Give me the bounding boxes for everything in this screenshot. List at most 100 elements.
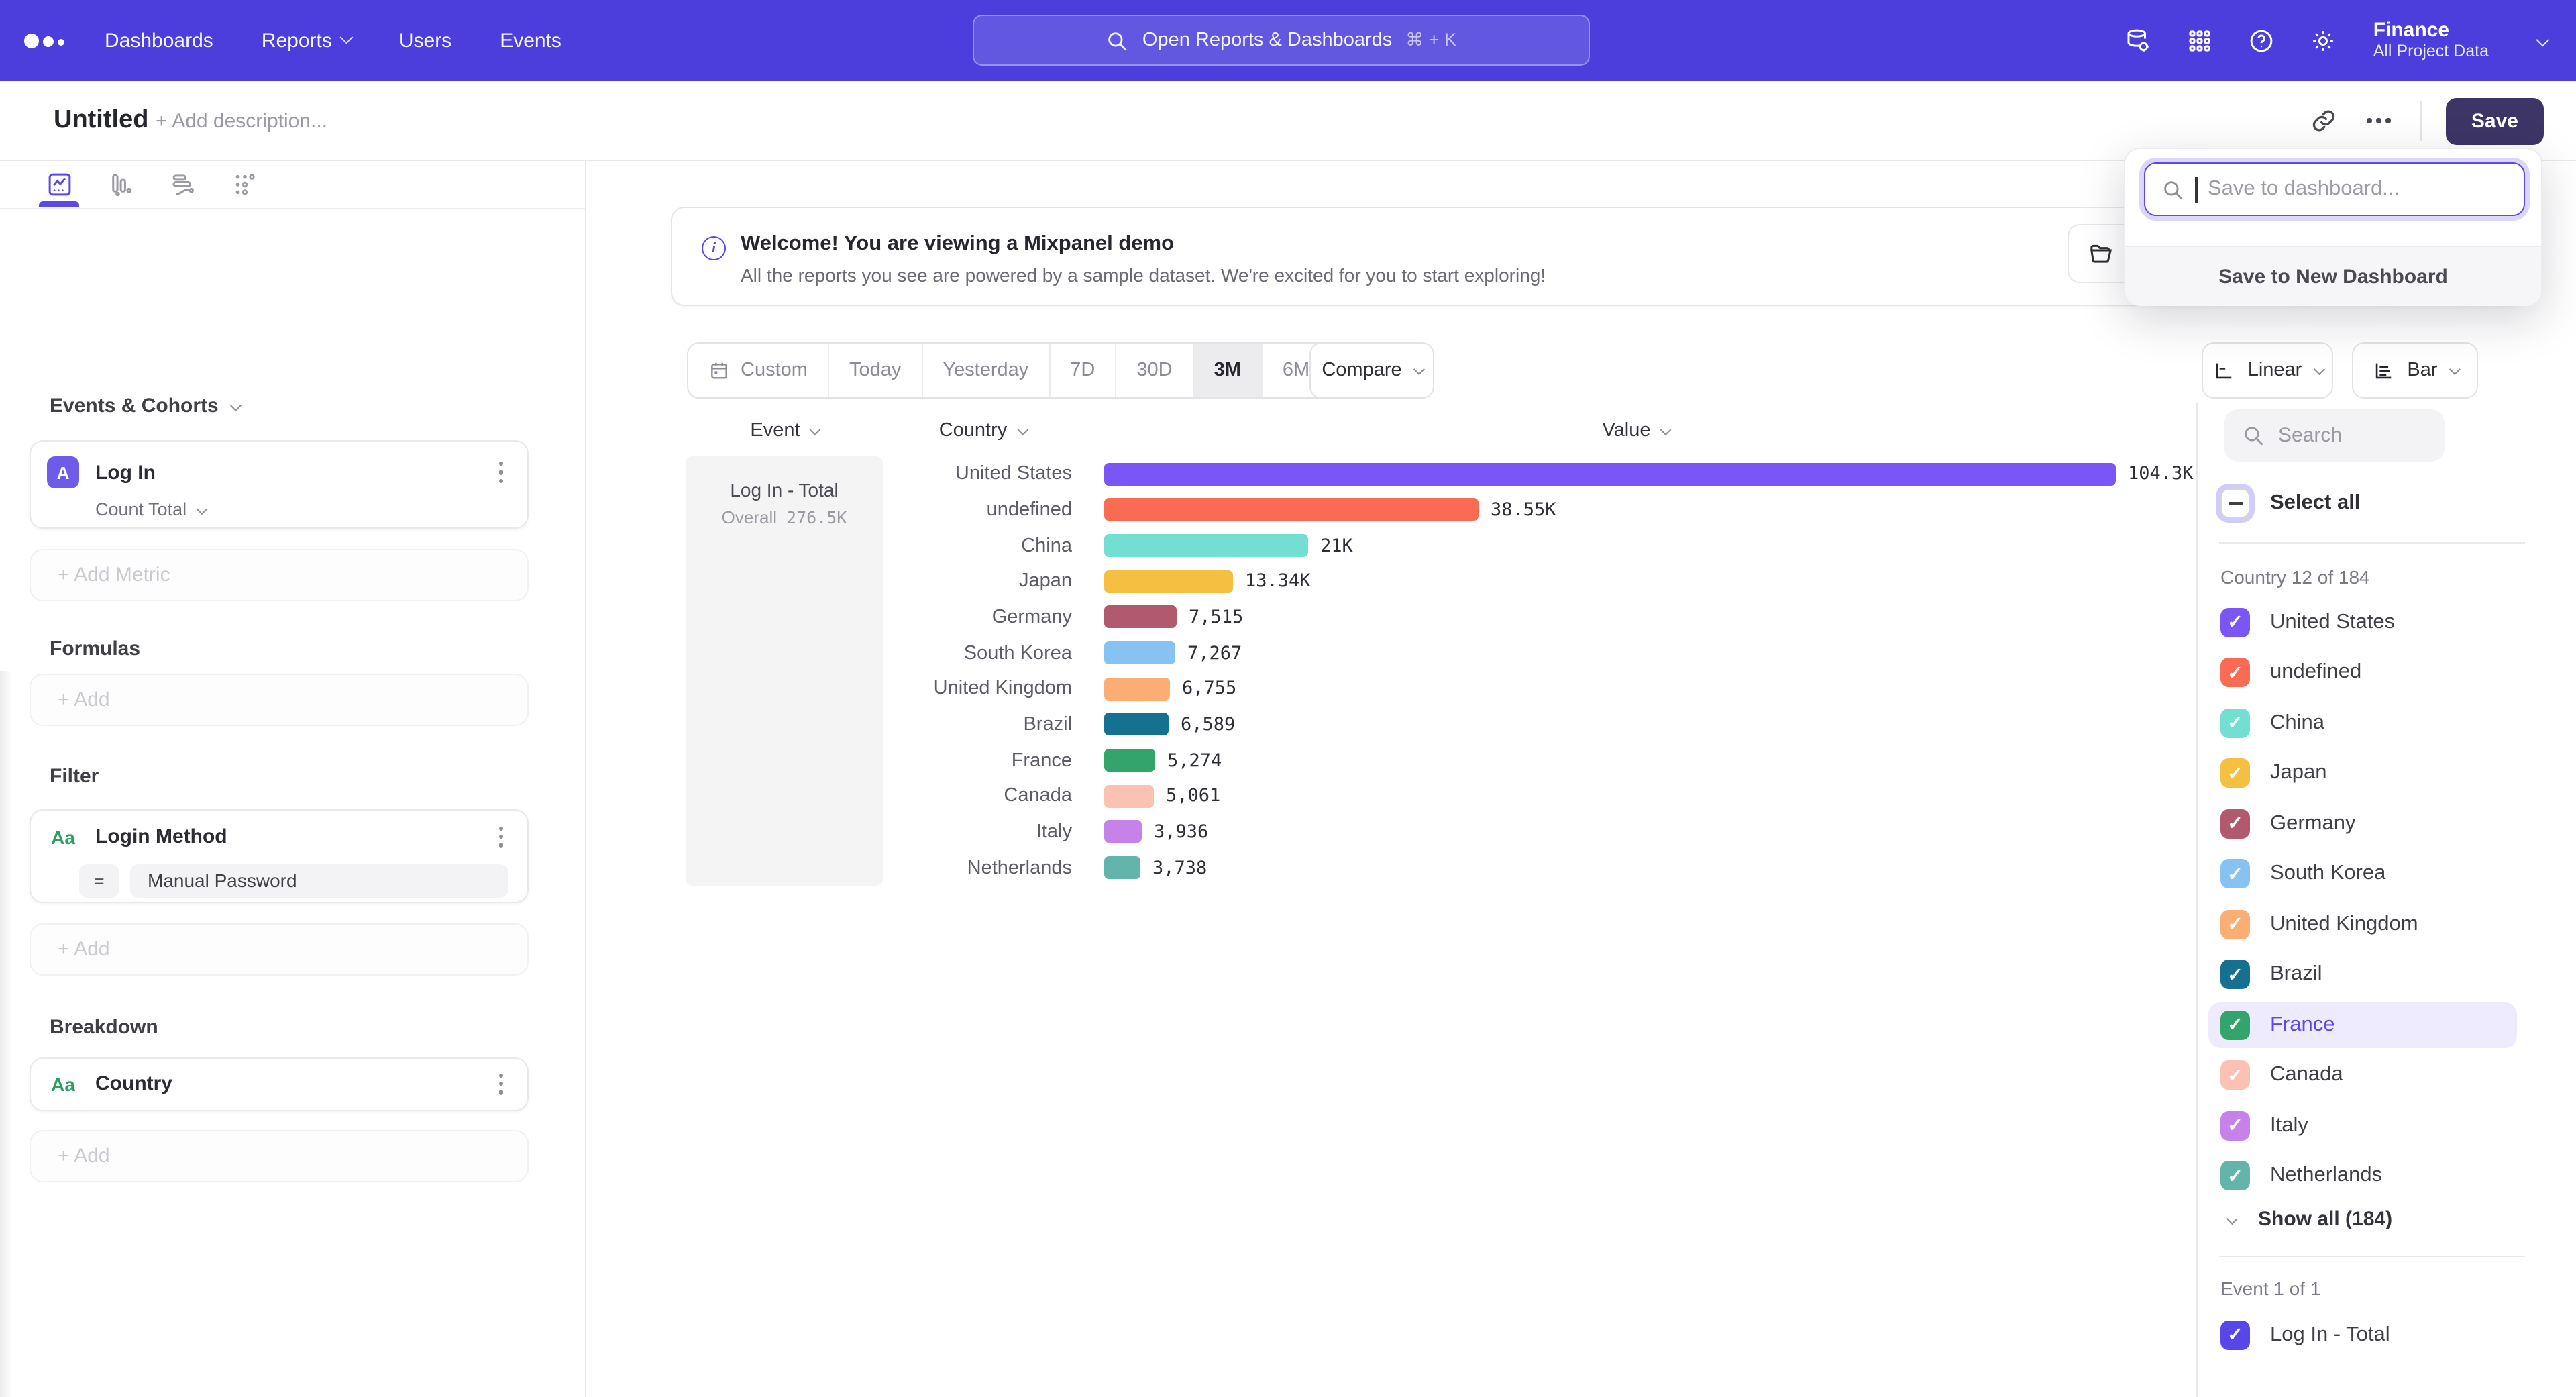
bar-netherlands[interactable] — [1104, 856, 1140, 880]
checkbox-checked[interactable]: ✓ — [2220, 1010, 2250, 1040]
tab-insights[interactable] — [39, 161, 79, 207]
add-filter-button[interactable]: + Add — [30, 923, 529, 976]
column-header-event[interactable]: Event — [686, 420, 883, 442]
tab-flows[interactable] — [166, 161, 199, 207]
breakdown-card-country[interactable]: Aa Country — [30, 1057, 529, 1111]
save-to-new-dashboard-button[interactable]: Save to New Dashboard — [2125, 246, 2541, 306]
apps-grid-icon[interactable] — [2169, 26, 2231, 54]
add-formula-button[interactable]: + Add — [30, 674, 529, 726]
project-switcher[interactable]: Finance All Project Data — [2373, 19, 2489, 62]
checkbox-checked[interactable]: ✓ — [2220, 658, 2250, 688]
date-range-3m[interactable]: 3M — [1193, 344, 1263, 397]
bar-undefined[interactable] — [1104, 498, 1479, 521]
series-search-input[interactable] — [2278, 424, 2426, 447]
add-metric-button[interactable]: + Add Metric — [30, 549, 529, 601]
date-range-30d[interactable]: 30D — [1116, 344, 1194, 397]
metric-name[interactable]: Log In — [95, 461, 156, 484]
show-all-button[interactable]: Show all (184) — [2226, 1208, 2392, 1231]
compare-button[interactable]: Compare — [1309, 342, 1434, 399]
bar-brazil[interactable] — [1104, 713, 1169, 736]
select-all-checkbox[interactable] — [2220, 488, 2250, 518]
event-row-log-in---total[interactable]: ✓ Log In - Total — [2198, 1310, 2576, 1360]
save-dashboard-search[interactable] — [2144, 162, 2525, 216]
checkbox-checked[interactable]: ✓ — [2220, 1110, 2250, 1141]
checkbox-checked[interactable]: ✓ — [2220, 859, 2250, 889]
checkbox-checked[interactable]: ✓ — [2220, 1320, 2250, 1350]
date-range-yesterday[interactable]: Yesterday — [922, 344, 1051, 397]
checkbox-checked[interactable]: ✓ — [2220, 909, 2250, 939]
checkbox-checked[interactable]: ✓ — [2220, 1161, 2250, 1191]
date-range-7d[interactable]: 7D — [1050, 344, 1117, 397]
bar-united-states[interactable] — [1104, 462, 2116, 486]
filter-value[interactable]: Manual Password — [130, 864, 508, 898]
chevron-down-icon[interactable] — [2536, 32, 2550, 46]
metric-options-icon[interactable] — [491, 458, 511, 486]
column-header-value[interactable]: Value — [1525, 420, 1746, 442]
bar-italy[interactable] — [1104, 820, 1142, 843]
bar-united-kingdom[interactable] — [1104, 677, 1170, 701]
filter-property-name[interactable]: Login Method — [95, 825, 227, 849]
country-row-canada[interactable]: ✓ Canada — [2198, 1050, 2576, 1100]
column-header-country[interactable]: Country — [883, 420, 1081, 442]
nav-reports[interactable]: Reports — [262, 29, 354, 52]
tab-retention[interactable] — [228, 161, 260, 207]
bar-japan[interactable] — [1104, 570, 1233, 593]
nav-users[interactable]: Users — [399, 29, 451, 52]
section-events-cohorts[interactable]: Events & Cohorts — [50, 395, 241, 417]
country-row-germany[interactable]: ✓ Germany — [2198, 798, 2576, 849]
country-row-undefined[interactable]: ✓ undefined — [2198, 648, 2576, 698]
search-shortcut: ⌘ + K — [1405, 30, 1457, 50]
breakdown-options-icon[interactable] — [491, 1070, 511, 1098]
date-range-custom[interactable]: Custom — [688, 344, 829, 397]
bar-canada[interactable] — [1104, 784, 1154, 808]
country-row-china[interactable]: ✓ China — [2198, 698, 2576, 748]
add-description-field[interactable]: + Add description... — [156, 110, 327, 133]
event-group-cell[interactable]: Log In - Total Overall 276.5K — [686, 456, 883, 886]
checkbox-checked[interactable]: ✓ — [2220, 758, 2250, 788]
data-management-icon[interactable] — [2108, 26, 2169, 54]
tab-funnels[interactable] — [105, 161, 137, 207]
help-icon[interactable] — [2231, 26, 2293, 54]
country-row-italy[interactable]: ✓ Italy — [2198, 1100, 2576, 1151]
settings-gear-icon[interactable] — [2293, 26, 2355, 54]
country-row-netherlands[interactable]: ✓ Netherlands — [2198, 1151, 2576, 1201]
more-options-icon[interactable] — [2362, 113, 2396, 129]
copy-link-icon[interactable] — [2311, 107, 2338, 134]
save-button[interactable]: Save — [2445, 97, 2544, 144]
country-row-japan[interactable]: ✓ Japan — [2198, 748, 2576, 798]
checkbox-checked[interactable]: ✓ — [2220, 809, 2250, 839]
save-dashboard-input[interactable] — [2208, 177, 2503, 201]
nav-dashboards[interactable]: Dashboards — [105, 29, 213, 52]
filter-options-icon[interactable] — [491, 823, 511, 851]
metric-card-log-in[interactable]: A Log In Count Total — [30, 440, 529, 529]
bar-france[interactable] — [1104, 749, 1155, 772]
country-row-france[interactable]: ✓ France — [2198, 1000, 2576, 1050]
global-search-button[interactable]: Open Reports & Dashboards ⌘ + K — [973, 15, 1590, 66]
country-row-united-kingdom[interactable]: ✓ United Kingdom — [2198, 899, 2576, 949]
checkbox-checked[interactable]: ✓ — [2220, 1060, 2250, 1090]
mixpanel-logo-icon[interactable] — [24, 24, 70, 56]
aggregation-selector[interactable]: Count Total — [95, 499, 527, 519]
select-all-row[interactable]: Select all — [2220, 488, 2360, 518]
filter-card-login-method[interactable]: Aa Login Method = Manual Password — [30, 809, 529, 903]
series-search[interactable] — [2224, 409, 2445, 462]
event-series-name: Log In - Total — [730, 479, 839, 501]
report-title[interactable]: Untitled — [54, 106, 149, 134]
country-row-brazil[interactable]: ✓ Brazil — [2198, 949, 2576, 1000]
bar-china[interactable] — [1104, 534, 1308, 558]
date-range-today[interactable]: Today — [829, 344, 923, 397]
checkbox-checked[interactable]: ✓ — [2220, 708, 2250, 738]
breakdown-property-name[interactable]: Country — [95, 1072, 172, 1096]
chart-type-selector-button[interactable]: Bar — [2352, 342, 2478, 399]
nav-events[interactable]: Events — [500, 29, 561, 52]
country-row-label: United Kingdom — [2270, 912, 2418, 935]
filter-operator[interactable]: = — [79, 864, 119, 898]
bar-south-korea[interactable] — [1104, 641, 1175, 665]
checkbox-checked[interactable]: ✓ — [2220, 607, 2250, 637]
add-breakdown-button[interactable]: + Add — [30, 1130, 529, 1182]
scale-selector-button[interactable]: Linear — [2202, 342, 2333, 399]
checkbox-checked[interactable]: ✓ — [2220, 960, 2250, 990]
country-row-south-korea[interactable]: ✓ South Korea — [2198, 849, 2576, 899]
bar-germany[interactable] — [1104, 605, 1177, 629]
country-row-united-states[interactable]: ✓ United States — [2198, 597, 2576, 648]
